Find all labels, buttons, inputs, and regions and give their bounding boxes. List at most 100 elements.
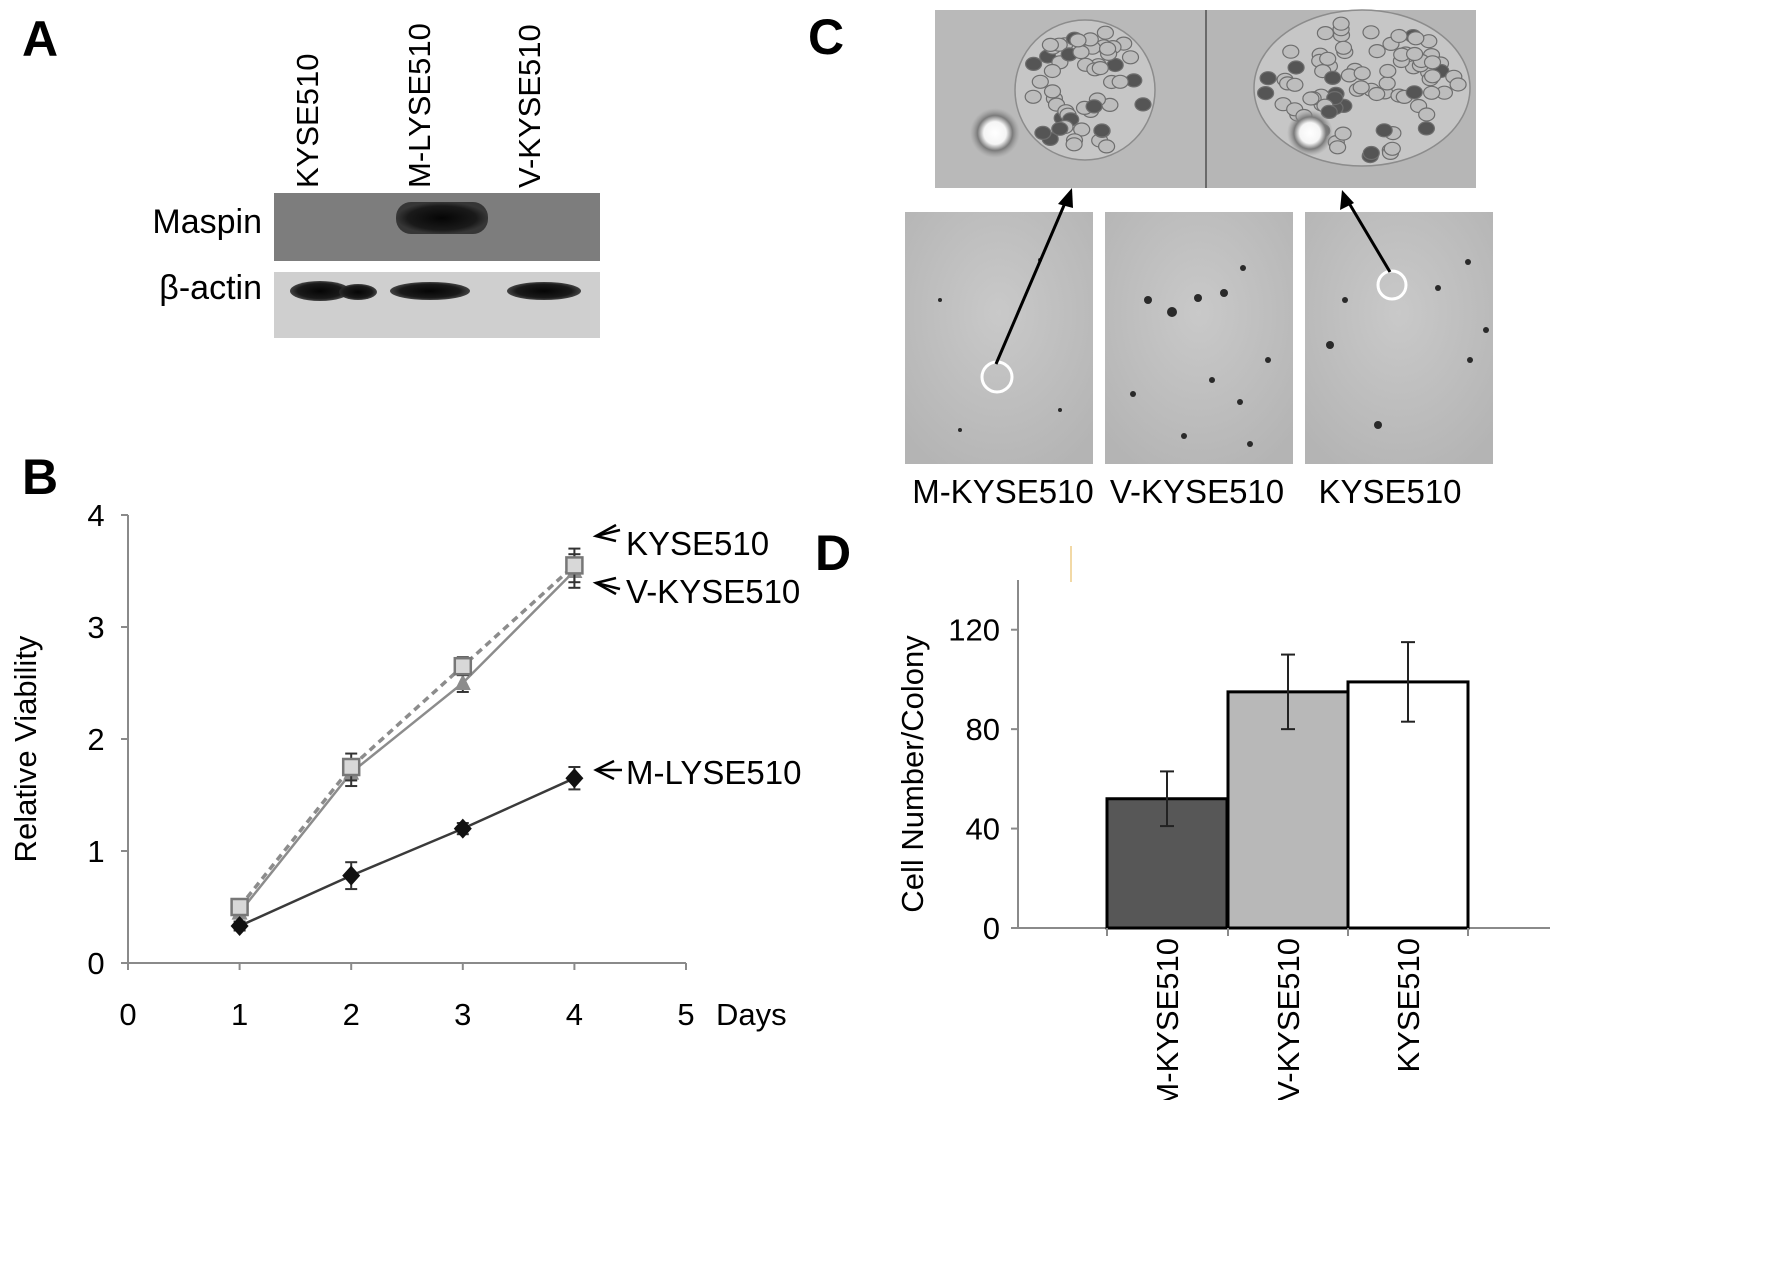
colony-speck	[1374, 421, 1382, 429]
colony-speck	[1209, 377, 1215, 383]
band-actin	[507, 282, 581, 300]
cell	[1332, 16, 1350, 31]
caption-m-kyse510: M-KYSE510	[912, 473, 1094, 510]
cell	[1422, 85, 1441, 100]
band-actin	[390, 282, 470, 300]
y-tick-label: 3	[87, 610, 104, 645]
arrowhead-m-kyse510	[1058, 188, 1073, 208]
arrow-m-kyse510	[994, 195, 1070, 365]
colony-speck	[1265, 357, 1271, 363]
cell	[1085, 99, 1103, 114]
panel-c-letter: C	[808, 9, 845, 65]
colony-speck	[1342, 297, 1348, 303]
cell	[1362, 145, 1380, 161]
cell	[1072, 44, 1090, 60]
cell	[1449, 77, 1467, 92]
x-tick-label: 0	[119, 997, 136, 1032]
y-tick-label: 0	[87, 946, 104, 981]
callout-arrowhead	[592, 576, 617, 596]
cell	[1368, 86, 1386, 102]
band-actin-kyse510	[290, 281, 350, 301]
cell	[1418, 107, 1436, 122]
point-kyse510	[453, 656, 473, 676]
x-tick-label: 2	[343, 997, 360, 1032]
cell	[1405, 85, 1423, 100]
cell	[1024, 89, 1042, 104]
panel-d-letter: D	[815, 525, 852, 581]
colony-speck	[1240, 265, 1246, 271]
series-label-v-kyse510: V-KYSE510	[626, 573, 800, 610]
y-tick-label: 0	[983, 911, 1000, 946]
cell	[1320, 104, 1338, 120]
colony-speck	[1130, 391, 1136, 397]
cell	[1423, 55, 1442, 70]
bubble-artifact-left	[970, 108, 1020, 158]
cell	[1423, 69, 1442, 84]
cell	[1353, 66, 1371, 81]
series-label-kyse510: KYSE510	[626, 525, 769, 562]
cell	[1043, 84, 1062, 99]
cell	[1069, 33, 1087, 48]
point-kyse510	[565, 556, 584, 575]
bar-kyse510	[1346, 680, 1470, 930]
y-axis-label: Relative Viability	[8, 635, 43, 862]
arrow-kyse510	[1344, 197, 1392, 273]
cell	[1282, 44, 1300, 59]
cell	[1334, 40, 1353, 55]
panel-d-bar-chart: 0 40 80 120 Cell Number/Colony M-KYSE510 V-KYS…	[895, 546, 1550, 1100]
y-tick-label: 40	[966, 812, 1000, 847]
point-m-lyse510	[565, 768, 584, 789]
cell	[1031, 74, 1049, 89]
lane-label: V-KYSE510	[512, 24, 547, 188]
highlight-circle-kyse510	[1376, 269, 1408, 301]
callout-arrowhead	[592, 523, 617, 543]
point-m-lyse510	[342, 865, 361, 886]
cell	[1286, 77, 1304, 92]
colony-speck	[1058, 408, 1062, 412]
cell	[1316, 25, 1335, 41]
field-v-kyse510	[1105, 212, 1293, 464]
cell	[1383, 141, 1401, 156]
cell	[1097, 139, 1116, 154]
cell	[1051, 121, 1069, 136]
panel-a-western-blot: KYSE510 M-LYSE510 V-KYSE510 Maspin β-actin	[152, 23, 600, 338]
cell	[1324, 70, 1342, 86]
cell	[1121, 50, 1140, 65]
cell	[1368, 43, 1386, 59]
cell	[1065, 137, 1083, 152]
cell	[1328, 140, 1347, 155]
field-kyse510	[1305, 212, 1493, 464]
cell	[1375, 123, 1393, 138]
colony-speck	[1237, 399, 1243, 405]
y-tick-label: 80	[966, 712, 1000, 747]
panel-b-letter: B	[22, 449, 59, 505]
point-kyse510	[341, 757, 361, 777]
colony-speck	[1326, 341, 1334, 349]
x-tick-label: V-KYSE510	[1271, 938, 1306, 1100]
x-axis-label: Days	[716, 997, 787, 1032]
callout-arrowhead	[593, 759, 615, 781]
cell	[1043, 63, 1062, 79]
band-maspin	[396, 202, 488, 234]
colony-speck	[1167, 307, 1177, 317]
x-tick-label: 4	[566, 997, 583, 1032]
colony-speck	[1194, 294, 1202, 302]
cell	[1319, 51, 1337, 66]
cell	[1134, 97, 1152, 112]
cell	[1390, 28, 1408, 44]
colony-speck	[1247, 441, 1253, 447]
cell	[1096, 25, 1115, 40]
x-tick-label: 1	[231, 997, 248, 1032]
cell	[1417, 121, 1436, 136]
cell	[1034, 125, 1052, 140]
arrowhead-kyse510	[1340, 190, 1354, 210]
cell	[1073, 122, 1091, 137]
cell	[1362, 25, 1380, 40]
cell	[1259, 71, 1277, 86]
panel-c-micrographs: M-KYSE510 V-KYSE510 KYSE510	[905, 9, 1493, 510]
row-label-maspin: Maspin	[152, 203, 262, 241]
caption-kyse510: KYSE510	[1318, 473, 1461, 510]
series-line-m-lyse510	[239, 777, 575, 928]
cell	[1091, 60, 1109, 76]
x-tick-label: 5	[677, 997, 694, 1032]
